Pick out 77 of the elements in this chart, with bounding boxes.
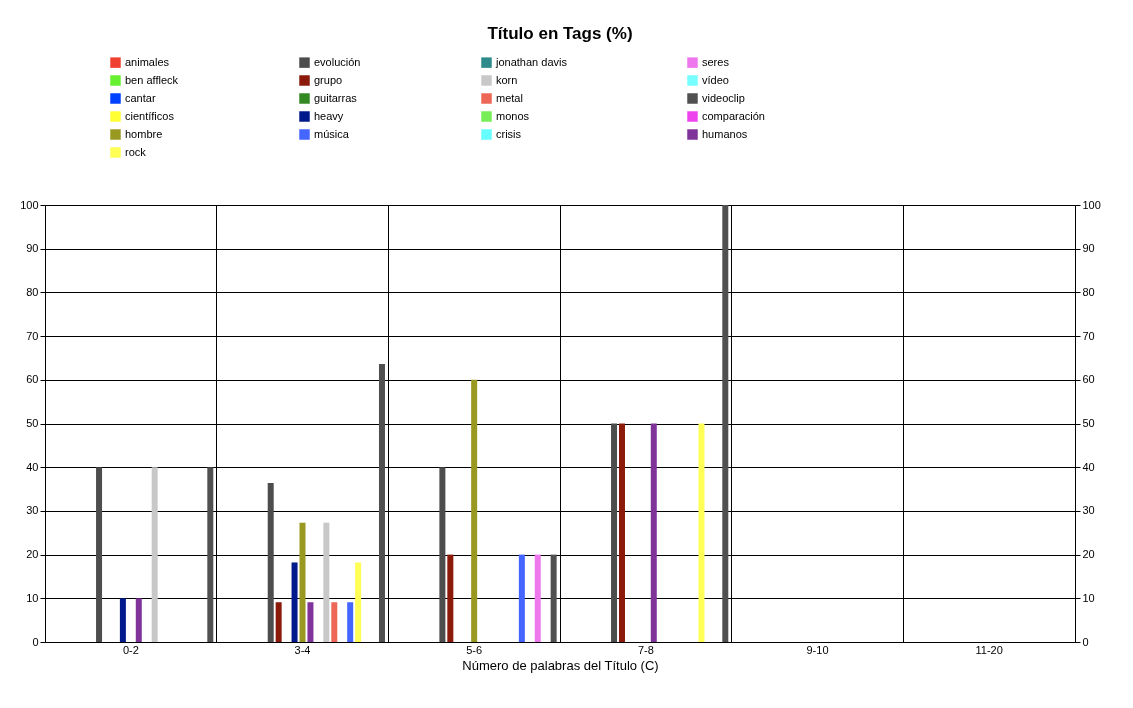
legend-label: grupo [314,73,343,86]
bar [650,423,657,642]
y2-tick-label: 60 [1082,373,1095,386]
x-tick-label: 11-20 [975,643,1003,656]
bar [323,522,330,642]
legend-label: cantar [125,91,156,104]
bar [151,467,158,642]
y2-tick-label: 30 [1082,504,1095,517]
x-tick-label: 0-2 [122,643,139,656]
bar [439,467,446,642]
legend-label: seres [702,55,730,68]
bar [291,562,298,642]
bar [207,467,214,642]
bar [275,602,282,642]
bar [355,562,362,642]
x-tick-label: 5-6 [466,643,483,656]
legend-label: guitarras [314,91,358,104]
bar [299,522,306,642]
bar [550,554,557,642]
y2-tick-label: 10 [1082,591,1095,604]
bar [307,602,314,642]
bar [135,598,142,642]
legend-label: comparación [702,109,765,122]
y2-tick-label: 100 [1082,198,1101,211]
y-tick-label: 20 [26,548,39,561]
bar [534,554,541,642]
bar [347,602,354,642]
x-tick-label: 3-4 [294,643,311,656]
legend-label: crisis [496,127,522,140]
bar [471,379,478,642]
bar [331,602,338,642]
legend-label: videoclip [702,91,745,104]
y2-tick-label: 50 [1082,417,1095,429]
y2-tick-label: 80 [1082,285,1095,298]
y2-tick-label: 90 [1082,242,1095,255]
bar [378,364,385,642]
legend-label: humanos [702,127,748,140]
x-axis-title: Número de palabras del Título (C) [462,657,659,673]
x-tick-label: 7-8 [637,643,654,656]
y-tick-label: 10 [26,591,39,604]
bar [722,205,729,642]
y-tick-label: 100 [20,198,39,211]
legend-label: hombre [125,127,163,140]
bar [119,598,126,642]
y-tick-label: 50 [26,417,39,429]
bar [267,482,274,642]
chart-title: Título en Tags (%) [487,24,633,43]
y-tick-label: 90 [26,242,39,255]
y2-tick-label: 70 [1082,329,1095,342]
legend-label: korn [496,73,518,86]
bar [518,554,525,642]
legend-label: científicos [125,109,175,122]
y2-tick-label: 40 [1082,460,1095,473]
y-tick-label: 30 [26,504,39,517]
y-tick-label: 0 [32,635,39,648]
legend-label: animales [125,55,170,68]
legend-label: heavy [314,109,344,122]
legend-label: jonathan davis [495,55,568,68]
legend-label: vídeo [702,73,729,86]
bar [618,423,625,642]
y-tick-label: 80 [26,285,39,298]
y-tick-label: 70 [26,329,39,342]
x-tick-label: 9-10 [806,643,829,656]
legend-label: ben affleck [125,73,179,86]
legend-label: monos [496,109,530,122]
bar [96,467,103,642]
bar [698,423,705,642]
legend-label: música [314,127,350,140]
bar [611,423,618,642]
bar [447,554,454,642]
legend-label: metal [496,91,523,104]
y2-tick-label: 20 [1082,548,1095,561]
y-tick-label: 40 [26,460,39,473]
legend-label: rock [125,145,147,158]
legend-label: evolución [314,55,361,68]
y2-tick-label: 0 [1082,635,1089,648]
y-tick-label: 60 [26,373,39,386]
